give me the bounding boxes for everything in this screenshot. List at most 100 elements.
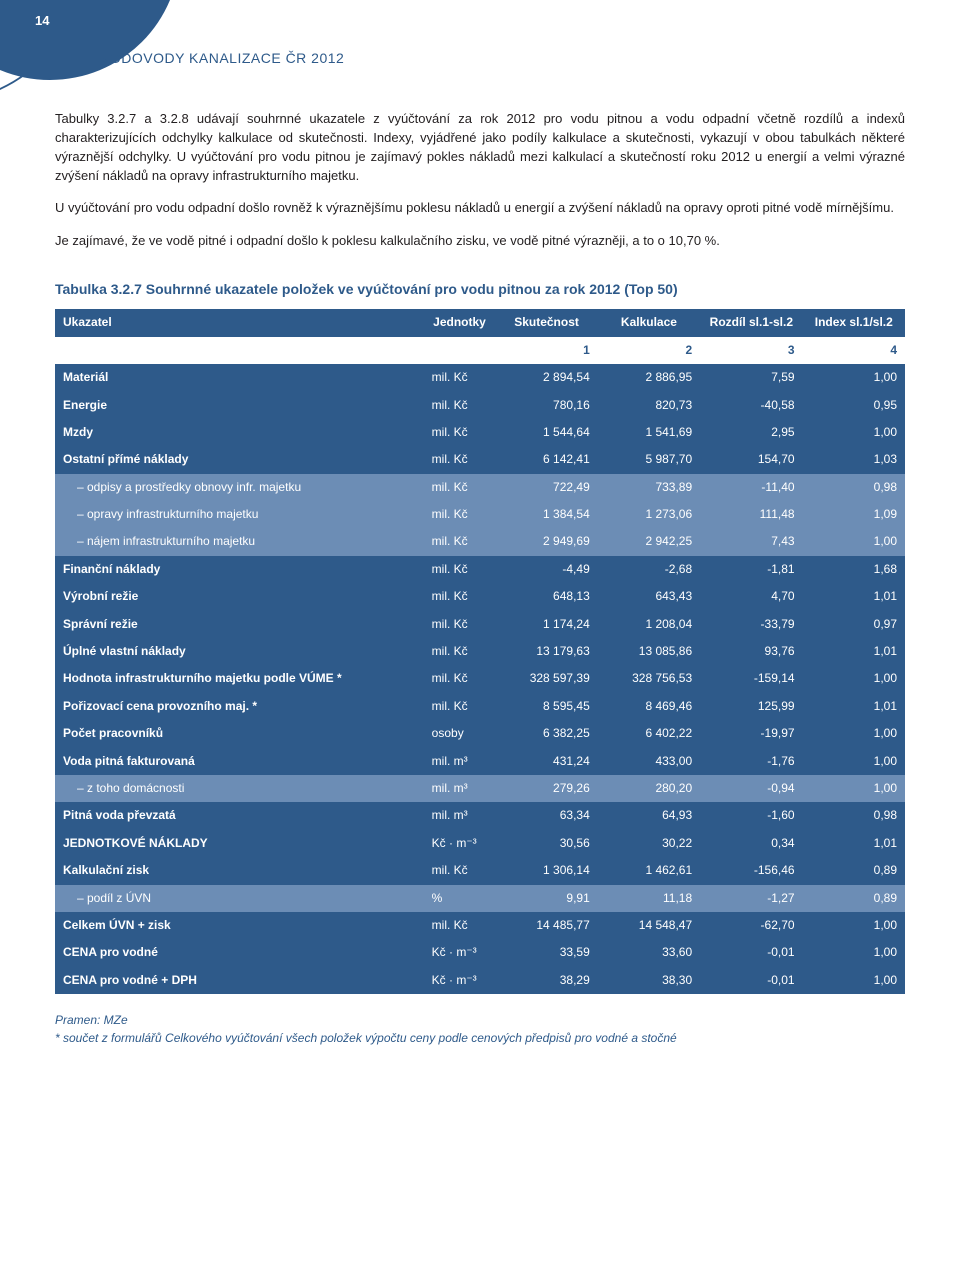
cell-value: 1 544,64 <box>495 419 597 446</box>
table-row: – nájem infrastrukturního majetkumil. Kč… <box>55 528 905 555</box>
cell-value: 38,29 <box>495 967 597 994</box>
cell-value: 1,00 <box>803 419 905 446</box>
cell-value: 38,30 <box>598 967 700 994</box>
cell-value: 280,20 <box>598 775 700 802</box>
cell-value: 0,95 <box>803 392 905 419</box>
cell-value: -1,81 <box>700 556 802 583</box>
cell-label: CENA pro vodné + DPH <box>55 967 424 994</box>
cell-value: 30,22 <box>598 830 700 857</box>
table-row: CENA pro vodné + DPHKč · m⁻³38,2938,30-0… <box>55 967 905 994</box>
cell-value: -1,27 <box>700 885 802 912</box>
table-row: Výrobní režiemil. Kč648,13643,434,701,01 <box>55 583 905 610</box>
cell-value: 722,49 <box>495 474 597 501</box>
cell-value: -40,58 <box>700 392 802 419</box>
table-row: Počet pracovníkůosoby6 382,256 402,22-19… <box>55 720 905 747</box>
cell-label: – podíl z ÚVN <box>55 885 424 912</box>
cell-value: 2 949,69 <box>495 528 597 555</box>
cell-label: Finanční náklady <box>55 556 424 583</box>
cell-value: 1,68 <box>803 556 905 583</box>
cell-unit: Kč · m⁻³ <box>424 967 496 994</box>
cell-value: 13 179,63 <box>495 638 597 665</box>
col-num: 2 <box>598 337 700 364</box>
table-row: – odpisy a prostředky obnovy infr. majet… <box>55 474 905 501</box>
th-jednotky: Jednotky <box>424 309 496 336</box>
th-rozdil: Rozdíl sl.1-sl.2 <box>700 309 802 336</box>
cell-unit: mil. Kč <box>424 501 496 528</box>
cell-unit: mil. Kč <box>424 446 496 473</box>
cell-value: 111,48 <box>700 501 802 528</box>
col-num: 1 <box>495 337 597 364</box>
cell-label: Kalkulační zisk <box>55 857 424 884</box>
cell-value: 6 382,25 <box>495 720 597 747</box>
page-number: 14 <box>35 12 49 31</box>
cell-value: 1 273,06 <box>598 501 700 528</box>
cell-label: Počet pracovníků <box>55 720 424 747</box>
cell-value: 8 595,45 <box>495 693 597 720</box>
cell-value: 8 469,46 <box>598 693 700 720</box>
cell-value: 1,00 <box>803 720 905 747</box>
cell-unit: mil. m³ <box>424 802 496 829</box>
page-corner: 14 VODOVODY KANALIZACE ČR 2012 <box>0 0 960 90</box>
cell-unit: mil. Kč <box>424 665 496 692</box>
cell-value: 64,93 <box>598 802 700 829</box>
corner-decoration <box>0 0 170 90</box>
cell-value: 1 174,24 <box>495 611 597 638</box>
cell-value: 780,16 <box>495 392 597 419</box>
cell-value: 6 402,22 <box>598 720 700 747</box>
table-row: Ostatní přímé nákladymil. Kč6 142,415 98… <box>55 446 905 473</box>
cell-value: 2 894,54 <box>495 364 597 391</box>
cell-value: 2 886,95 <box>598 364 700 391</box>
cell-value: 1,00 <box>803 748 905 775</box>
cell-value: 0,89 <box>803 857 905 884</box>
cell-value: 14 548,47 <box>598 912 700 939</box>
table-row: Kalkulační ziskmil. Kč1 306,141 462,61-1… <box>55 857 905 884</box>
table-row: Materiálmil. Kč2 894,542 886,957,591,00 <box>55 364 905 391</box>
cell-label: – nájem infrastrukturního majetku <box>55 528 424 555</box>
cell-value: 11,18 <box>598 885 700 912</box>
cell-value: 14 485,77 <box>495 912 597 939</box>
footnotes: Pramen: MZe * součet z formulářů Celkové… <box>0 1004 960 1047</box>
cell-value: 1,00 <box>803 528 905 555</box>
cell-value: 6 142,41 <box>495 446 597 473</box>
body-text: Tabulky 3.2.7 a 3.2.8 udávají souhrnné u… <box>0 90 960 1004</box>
cell-label: Voda pitná fakturovaná <box>55 748 424 775</box>
cell-value: 93,76 <box>700 638 802 665</box>
cell-value: -1,76 <box>700 748 802 775</box>
table-row: – opravy infrastrukturního majetkumil. K… <box>55 501 905 528</box>
cell-value: 9,91 <box>495 885 597 912</box>
cell-value: 648,13 <box>495 583 597 610</box>
cell-value: 13 085,86 <box>598 638 700 665</box>
cell-value: 1,01 <box>803 583 905 610</box>
cell-unit: mil. Kč <box>424 693 496 720</box>
table-title: Tabulka 3.2.7 Souhrnné ukazatele položek… <box>55 279 905 299</box>
table-row: Finanční nákladymil. Kč-4,49-2,68-1,811,… <box>55 556 905 583</box>
cell-value: 7,59 <box>700 364 802 391</box>
cell-value: 1 541,69 <box>598 419 700 446</box>
cell-value: -4,49 <box>495 556 597 583</box>
cell-value: 733,89 <box>598 474 700 501</box>
cell-value: -0,01 <box>700 939 802 966</box>
cell-value: -0,94 <box>700 775 802 802</box>
table-row: Mzdymil. Kč1 544,641 541,692,951,00 <box>55 419 905 446</box>
cell-value: 433,00 <box>598 748 700 775</box>
cell-unit: mil. Kč <box>424 392 496 419</box>
cell-label: Celkem ÚVN + zisk <box>55 912 424 939</box>
cell-value: 1,01 <box>803 638 905 665</box>
cell-value: 2,95 <box>700 419 802 446</box>
cell-unit: mil. Kč <box>424 364 496 391</box>
cell-value: 0,98 <box>803 802 905 829</box>
data-table: Ukazatel Jednotky Skutečnost Kalkulace R… <box>55 309 905 994</box>
cell-value: -1,60 <box>700 802 802 829</box>
table-row: Pitná voda převzatámil. m³63,3464,93-1,6… <box>55 802 905 829</box>
cell-unit: mil. Kč <box>424 912 496 939</box>
cell-value: 33,59 <box>495 939 597 966</box>
cell-value: 1,00 <box>803 364 905 391</box>
cell-value: -0,01 <box>700 967 802 994</box>
cell-value: 2 942,25 <box>598 528 700 555</box>
footnote-source: Pramen: MZe <box>55 1012 905 1029</box>
col-num: 3 <box>700 337 802 364</box>
cell-value: -11,40 <box>700 474 802 501</box>
cell-unit: osoby <box>424 720 496 747</box>
cell-value: 0,34 <box>700 830 802 857</box>
table-row: – podíl z ÚVN%9,9111,18-1,270,89 <box>55 885 905 912</box>
